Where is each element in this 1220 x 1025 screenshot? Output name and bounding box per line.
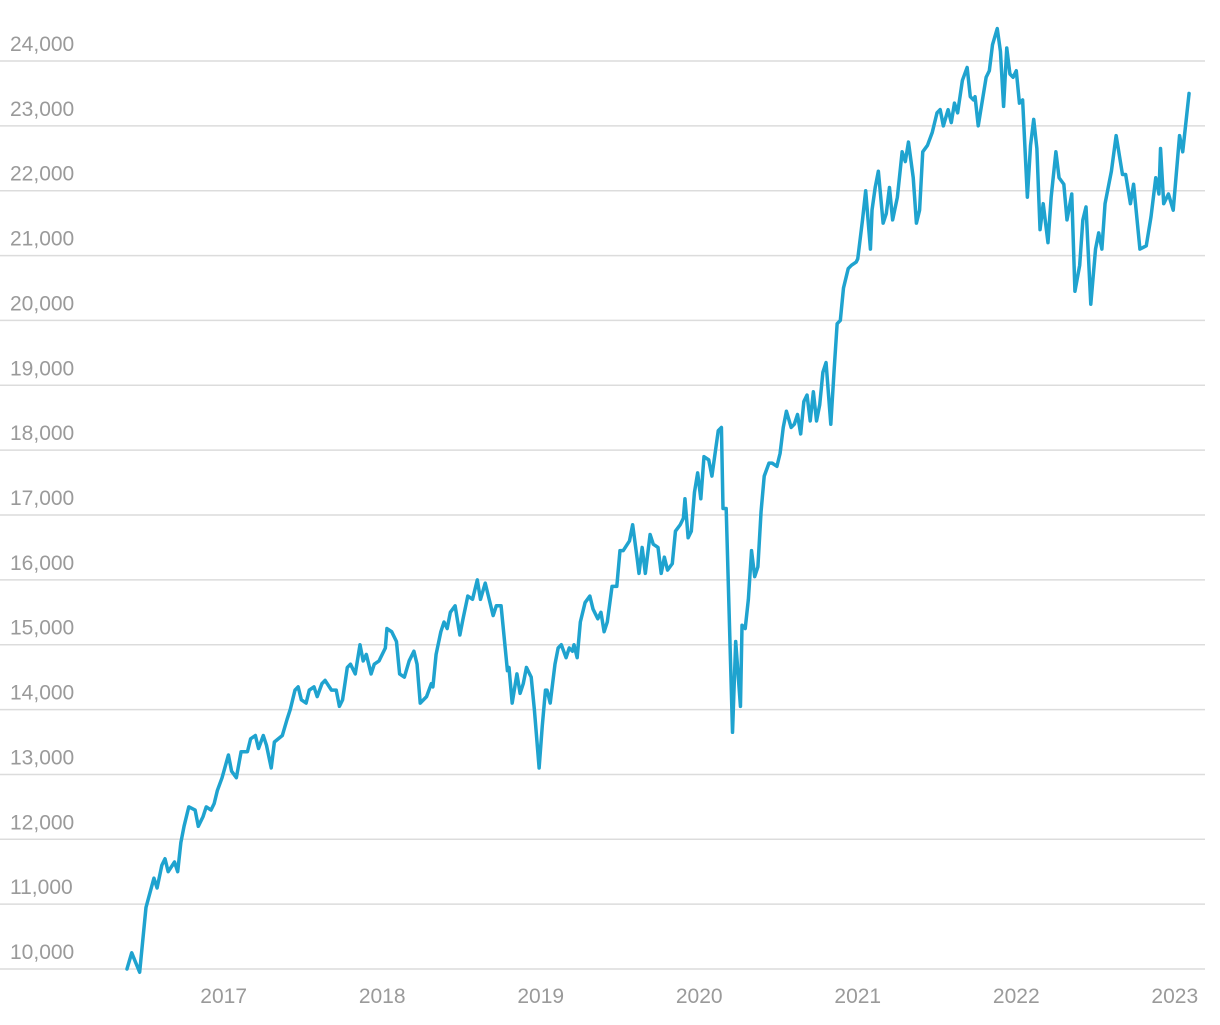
x-tick-label: 2018	[359, 985, 406, 1008]
y-tick-label: 10,000	[10, 941, 74, 964]
y-tick-label: 23,000	[10, 98, 74, 121]
x-tick-label: 2023	[1151, 985, 1198, 1008]
line	[125, 26, 1191, 975]
y-tick-label: 11,000	[10, 876, 73, 899]
y-tick-label: 12,000	[10, 811, 74, 834]
x-tick-label: 2021	[834, 985, 881, 1008]
x-tick-label: 2022	[993, 985, 1040, 1008]
y-tick-label: 22,000	[10, 163, 74, 186]
x-tick-label: 2019	[517, 985, 564, 1008]
x-tick-label: 2017	[200, 985, 247, 1008]
y-tick-label: 19,000	[10, 357, 74, 380]
y-tick-label: 13,000	[10, 746, 74, 769]
y-tick-label: 16,000	[10, 552, 74, 575]
y-tick-label: 18,000	[10, 422, 74, 445]
y-tick-label: 14,000	[10, 682, 74, 705]
x-tick-label: 2020	[676, 985, 723, 1008]
y-tick-label: 15,000	[10, 617, 74, 640]
y-tick-label: 21,000	[10, 228, 74, 251]
y-tick-label: 20,000	[10, 292, 74, 315]
y-tick-label: 17,000	[10, 487, 74, 510]
y-tick-label: 24,000	[10, 33, 74, 56]
